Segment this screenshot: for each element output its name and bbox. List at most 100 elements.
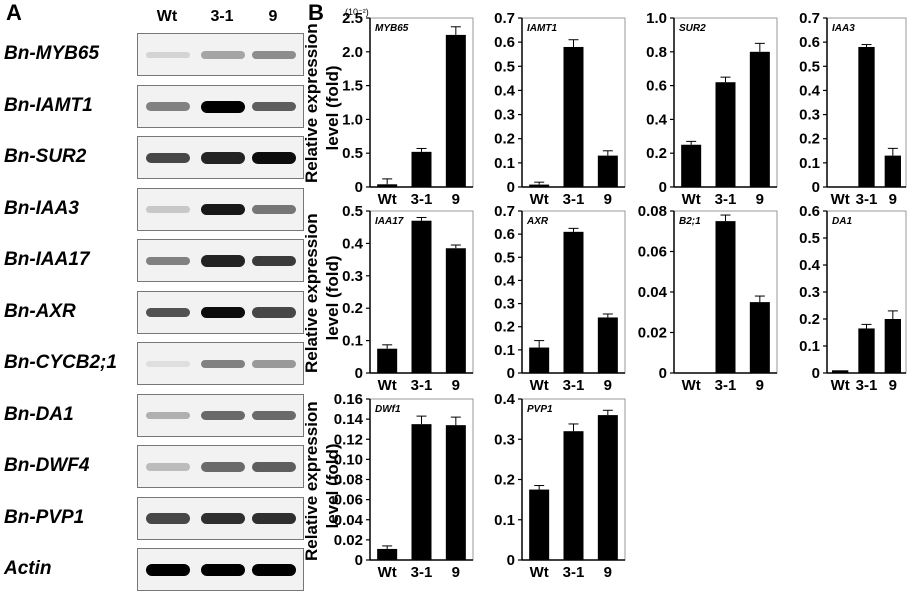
y-tick-label: 0.02 (334, 532, 363, 549)
bar (445, 425, 466, 560)
x-tick-label: 9 (889, 191, 897, 208)
y-tick-label: 0 (507, 179, 515, 196)
gel-band (201, 462, 245, 472)
x-tick-label: 9 (604, 377, 612, 394)
gel-band (201, 359, 245, 369)
bar (749, 51, 770, 187)
gel-lane-header-3-1: 3-1 (210, 8, 234, 25)
gel-band (252, 410, 296, 421)
y-tick-label: 0.16 (334, 391, 363, 408)
bar (832, 370, 849, 373)
y-tick-label: 0.2 (494, 472, 515, 489)
gel-band (146, 360, 190, 368)
bar (377, 184, 398, 187)
x-tick-label: 3-1 (563, 377, 585, 394)
gel-gene-label: Bn-DA1 (4, 403, 74, 425)
y-tick-label: 0.04 (334, 512, 364, 529)
bar (858, 328, 875, 373)
gel-lane-header-wt: Wt (156, 8, 178, 25)
bar (858, 46, 875, 187)
gel-strip (137, 393, 304, 437)
y-tick-label: 0.1 (342, 333, 363, 350)
y-tick-label: 0.3 (494, 107, 515, 124)
gel-lane-header-9: 9 (268, 8, 278, 25)
bar (377, 548, 398, 560)
bar (715, 82, 736, 187)
bar (749, 302, 770, 373)
y-tick-label: 0 (507, 365, 515, 382)
gel-strip (137, 187, 304, 231)
gel-gene-label: Bn-IAMT1 (4, 94, 93, 116)
y-tick-label: 0.08 (334, 472, 363, 489)
x-tick-label: Wt (530, 191, 549, 208)
bar (445, 34, 466, 188)
bar (445, 248, 466, 373)
y-tick-label: 0.3 (342, 268, 363, 285)
y-tick-label: 0.2 (342, 300, 363, 317)
y-tick-label: 0.04 (638, 284, 668, 301)
exponent-note: (10⁻²) (345, 7, 369, 17)
bar (411, 151, 432, 187)
y-tick-label: 2.5 (342, 10, 363, 27)
gel-band (201, 152, 245, 164)
x-tick-label: Wt (378, 191, 397, 208)
x-tick-label: 3-1 (715, 191, 737, 208)
bar (411, 220, 432, 373)
gel-band (252, 50, 296, 60)
gel-strip (137, 342, 304, 385)
y-tick-label: 0.6 (799, 203, 820, 220)
x-tick-label: 9 (756, 377, 764, 394)
y-tick-label: 0.4 (494, 82, 516, 99)
y-tick-label: 0.4 (646, 111, 668, 128)
gel-gene-label: Bn-AXR (4, 300, 76, 322)
bar (597, 415, 618, 560)
gel-band (146, 463, 190, 471)
y-tick-label: 0.08 (638, 203, 667, 220)
bar (884, 319, 901, 373)
y-tick-label: 0.2 (799, 131, 820, 148)
x-tick-label: Wt (682, 191, 701, 208)
x-tick-label: Wt (530, 564, 549, 581)
y-tick-label: 0 (659, 365, 667, 382)
y-tick-label: 0.2 (646, 145, 667, 162)
panel-a-letter: A (6, 0, 22, 25)
bar (597, 317, 618, 373)
y-tick-label: 0 (355, 179, 363, 196)
x-tick-label: Wt (378, 377, 397, 394)
bar (884, 155, 901, 187)
y-tick-label: 1.0 (646, 10, 667, 27)
x-tick-label: 9 (604, 191, 612, 208)
y-tick-label: 0 (659, 179, 667, 196)
gel-strip (137, 33, 304, 76)
chart-title: IAMT1 (527, 23, 557, 34)
y-tick-label: 0.1 (799, 155, 820, 172)
y-tick-label: 0.3 (799, 107, 820, 124)
y-tick-label: 0.2 (799, 311, 820, 328)
gel-band (252, 359, 296, 369)
gel-band (201, 513, 245, 524)
x-tick-label: Wt (378, 564, 397, 581)
chart-title: IAA3 (832, 23, 855, 34)
chart-title: B2;1 (679, 216, 701, 227)
x-tick-label: 3-1 (856, 377, 878, 394)
y-tick-label: 0.4 (494, 272, 516, 289)
y-tick-label: 0.12 (334, 431, 363, 448)
gel-band (252, 513, 296, 524)
bar (563, 431, 584, 560)
x-tick-label: Wt (682, 377, 701, 394)
gel-band (201, 51, 245, 59)
y-tick-label: 0.7 (799, 10, 820, 27)
y-tick-label: 0.06 (334, 492, 363, 509)
y-tick-label: 0.1 (799, 338, 820, 355)
y-tick-label: 0.6 (646, 78, 667, 95)
x-tick-label: Wt (831, 377, 850, 394)
gel-band (252, 462, 296, 472)
gel-gene-label: Bn-CYCB2;1 (4, 352, 117, 373)
x-tick-label: 3-1 (715, 377, 737, 394)
x-tick-label: 9 (452, 191, 460, 208)
gel-strip (137, 496, 304, 540)
y-tick-label: 0.5 (342, 203, 363, 220)
panel-b-letter: B (308, 0, 324, 25)
y-tick-label: 0.8 (646, 44, 667, 61)
